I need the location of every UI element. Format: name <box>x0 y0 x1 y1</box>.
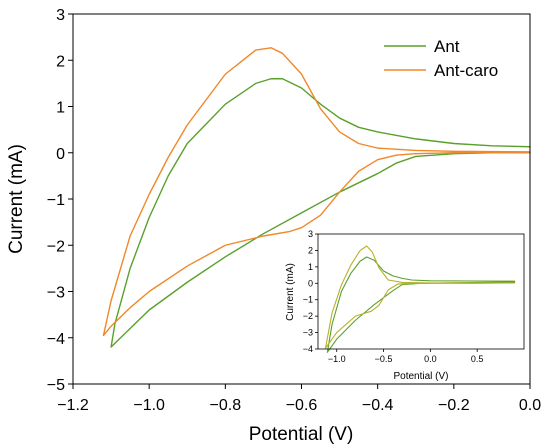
main-x-tick-labels: −1.2 −1.0 −0.8 −0.6 −0.4 −0.2 0.0 <box>57 397 541 414</box>
main-y-tick-label: −2 <box>47 238 65 255</box>
main-series-line-1 <box>102 47 531 337</box>
inset-x-tick-labels: −1.0 −0.5 0.0 0.5 <box>328 354 484 364</box>
inset-x-axis-title: Potential (V) <box>393 371 448 382</box>
inset-y-tick-label: 1 <box>308 262 313 272</box>
main-y-tick-labels: −5 −4 −3 −2 −1 0 1 2 3 <box>47 7 65 394</box>
main-y-axis-title: Current (mA) <box>6 144 27 254</box>
inset-x-tick-label: 0.0 <box>424 354 437 364</box>
main-tick-marks <box>68 13 531 389</box>
inset-series-line-0 <box>326 256 516 353</box>
main-y-tick-label: 1 <box>56 100 65 117</box>
inset-x-tick-label: 0.5 <box>471 354 484 364</box>
inset-x-tick-label: −1.0 <box>328 354 346 364</box>
main-y-tick-label: −3 <box>47 285 65 302</box>
main-y-tick-label: 2 <box>56 53 65 70</box>
inset-y-tick-labels: −4 −3 −2 −1 0 1 2 3 <box>303 229 313 354</box>
legend-label-ant: Ant <box>434 37 460 56</box>
inset-y-tick-label: 0 <box>308 278 313 288</box>
main-x-tick-label: 0.0 <box>519 397 541 414</box>
main-plot-frame <box>72 13 531 385</box>
main-x-tick-label: −0.8 <box>210 397 242 414</box>
main-x-tick-label: −0.6 <box>286 397 318 414</box>
main-x-tick-label: −0.2 <box>438 397 470 414</box>
inset-tick-marks <box>315 233 478 352</box>
main-chart: −1.2 −1.0 −0.8 −0.6 −0.4 −0.2 0.0 −5 −4 −3 −2 −1 0 1… <box>6 7 541 445</box>
main-series-line-0 <box>110 78 531 348</box>
inset-plot-frame <box>317 233 525 350</box>
main-y-tick-label: 0 <box>56 146 65 163</box>
legend-label-ant-caro: Ant-caro <box>434 61 498 80</box>
inset-y-tick-label: −3 <box>303 328 313 338</box>
inset-y-tick-label: −4 <box>303 344 313 354</box>
main-y-tick-label: −4 <box>47 331 65 348</box>
main-y-tick-label: −5 <box>47 377 65 394</box>
main-series-lines <box>102 47 531 348</box>
inset-series-lines <box>324 245 516 353</box>
inset-chart: −1.0 −0.5 0.0 0.5 −4 −3 −2 −1 0 1 2 3 Potential (V… <box>285 229 528 382</box>
inset-x-tick-label: −0.5 <box>375 354 393 364</box>
inset-y-tick-label: −1 <box>303 295 313 305</box>
main-x-tick-label: −1.2 <box>57 397 89 414</box>
main-x-axis-title: Potential (V) <box>249 424 354 445</box>
legend: Ant Ant-caro <box>384 37 498 80</box>
inset-background <box>314 232 528 350</box>
main-y-tick-label: 3 <box>56 7 65 24</box>
main-x-tick-label: −0.4 <box>362 397 394 414</box>
inset-series-line-1 <box>324 245 516 349</box>
main-y-tick-label: −1 <box>47 192 65 209</box>
inset-y-tick-label: 3 <box>308 229 313 239</box>
inset-y-axis-title: Current (mA) <box>285 263 296 321</box>
main-x-tick-label: −1.0 <box>133 397 165 414</box>
inset-y-tick-label: 2 <box>308 245 313 255</box>
inset-y-tick-label: −2 <box>303 311 313 321</box>
